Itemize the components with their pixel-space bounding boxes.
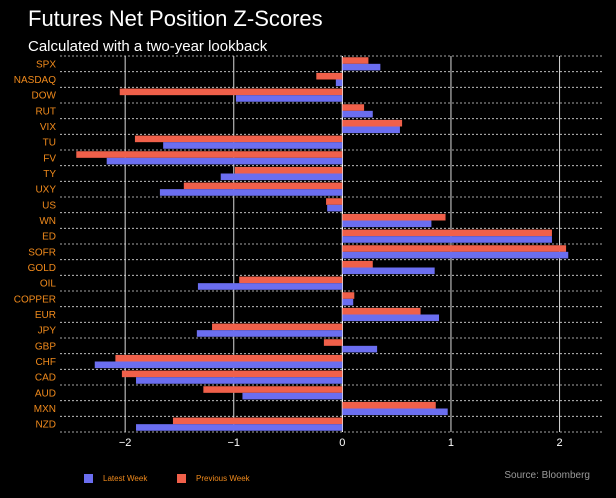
bar-previous-week xyxy=(234,166,343,174)
chart-subtitle: Calculated with a two-year lookback xyxy=(28,38,268,55)
category-label: TU xyxy=(43,138,56,149)
bar-latest-week xyxy=(342,267,435,275)
bar-latest-week xyxy=(342,314,440,322)
category-label: OIL xyxy=(40,279,57,290)
bar-previous-week xyxy=(342,307,421,315)
category-label: NZD xyxy=(35,420,56,431)
bar-previous-week xyxy=(134,135,343,143)
category-label: GBP xyxy=(35,341,56,352)
bar-latest-week xyxy=(196,330,343,337)
category-label: RUT xyxy=(35,106,56,117)
bar-latest-week xyxy=(342,408,448,416)
category-label: ED xyxy=(42,232,56,243)
source-note: Source: Bloomberg xyxy=(504,470,590,481)
legend-swatch-latest-week xyxy=(84,474,93,483)
bar-previous-week xyxy=(119,88,343,96)
bar-latest-week xyxy=(342,298,354,306)
bar-previous-week xyxy=(342,213,446,221)
bar-previous-week xyxy=(342,104,365,111)
legend-item-previous-week: Previous Week xyxy=(177,474,250,483)
x-tick-labels: −2 −1 0 1 2 xyxy=(119,437,563,449)
legend-item-latest-week: Latest Week xyxy=(84,474,147,483)
x-tick-label: −1 xyxy=(227,437,240,449)
category-label: DOW xyxy=(32,91,57,102)
bar-latest-week xyxy=(136,377,343,384)
bar-previous-week xyxy=(172,417,343,425)
bar-previous-week xyxy=(342,245,567,252)
x-tick-label: 1 xyxy=(448,437,454,449)
bar-previous-week xyxy=(115,354,343,362)
bar-previous-week xyxy=(342,292,355,299)
bar-previous-week xyxy=(323,339,343,346)
bar-latest-week xyxy=(342,251,569,259)
bar-latest-week xyxy=(159,189,343,196)
category-label: UXY xyxy=(35,185,56,196)
bar-previous-week xyxy=(76,151,343,158)
category-label: NASDAQ xyxy=(14,75,56,86)
bar-previous-week xyxy=(342,57,369,64)
x-tick-label: −2 xyxy=(119,437,132,449)
bar-previous-week xyxy=(326,198,343,205)
category-label: FV xyxy=(43,153,56,164)
bar-latest-week xyxy=(220,173,343,181)
bar-latest-week xyxy=(342,220,432,228)
bar-latest-week xyxy=(335,79,343,87)
category-label: SOFR xyxy=(28,247,56,258)
bar-latest-week xyxy=(342,345,378,353)
bar-latest-week xyxy=(242,392,343,400)
bar-previous-week xyxy=(183,182,343,190)
category-label: CHF xyxy=(35,357,56,368)
bar-latest-week xyxy=(342,63,381,71)
bar-previous-week xyxy=(239,276,343,284)
bar-latest-week xyxy=(106,157,343,165)
category-label: GOLD xyxy=(28,263,56,274)
category-label: SPX xyxy=(36,59,56,70)
category-labels: SPX NASDAQ DOW RUT VIX TU FV TY UXY US WN ED SOFR GOL… xyxy=(14,59,57,430)
category-label: CAD xyxy=(35,373,56,384)
x-tick-label: 2 xyxy=(556,437,562,449)
bar-latest-week xyxy=(94,361,343,369)
bar-latest-week xyxy=(136,424,343,431)
bar-latest-week xyxy=(163,142,343,149)
bar-previous-week xyxy=(342,229,552,237)
bar-previous-week xyxy=(342,401,436,409)
bar-previous-week xyxy=(342,260,373,268)
category-label: VIX xyxy=(40,122,56,133)
legend-swatch-previous-week xyxy=(177,474,186,483)
bar-latest-week xyxy=(342,236,552,243)
bar-latest-week xyxy=(342,126,400,134)
bar-previous-week xyxy=(203,386,343,393)
category-label: MXN xyxy=(34,404,56,415)
x-tick-label: 0 xyxy=(339,437,345,449)
bar-latest-week xyxy=(342,110,373,118)
gridlines xyxy=(60,55,603,433)
legend-label-latest-week: Latest Week xyxy=(103,474,148,483)
bar-previous-week xyxy=(316,72,343,80)
bar-previous-week xyxy=(212,323,343,331)
legend-label-previous-week: Previous Week xyxy=(196,474,250,483)
bar-previous-week xyxy=(121,370,343,378)
category-label: US xyxy=(42,200,56,211)
bar-latest-week xyxy=(197,283,343,290)
category-label: COPPER xyxy=(14,294,56,305)
category-label: WN xyxy=(39,216,56,227)
category-label: TY xyxy=(43,169,56,180)
bar-previous-week xyxy=(342,119,403,127)
chart-title: Futures Net Position Z-Scores xyxy=(28,6,323,31)
bar-latest-week xyxy=(327,204,343,212)
bars xyxy=(76,57,569,431)
category-label: EUR xyxy=(35,310,56,321)
category-label: AUD xyxy=(35,388,56,399)
category-label: JPY xyxy=(38,326,57,337)
bar-latest-week xyxy=(235,95,343,102)
